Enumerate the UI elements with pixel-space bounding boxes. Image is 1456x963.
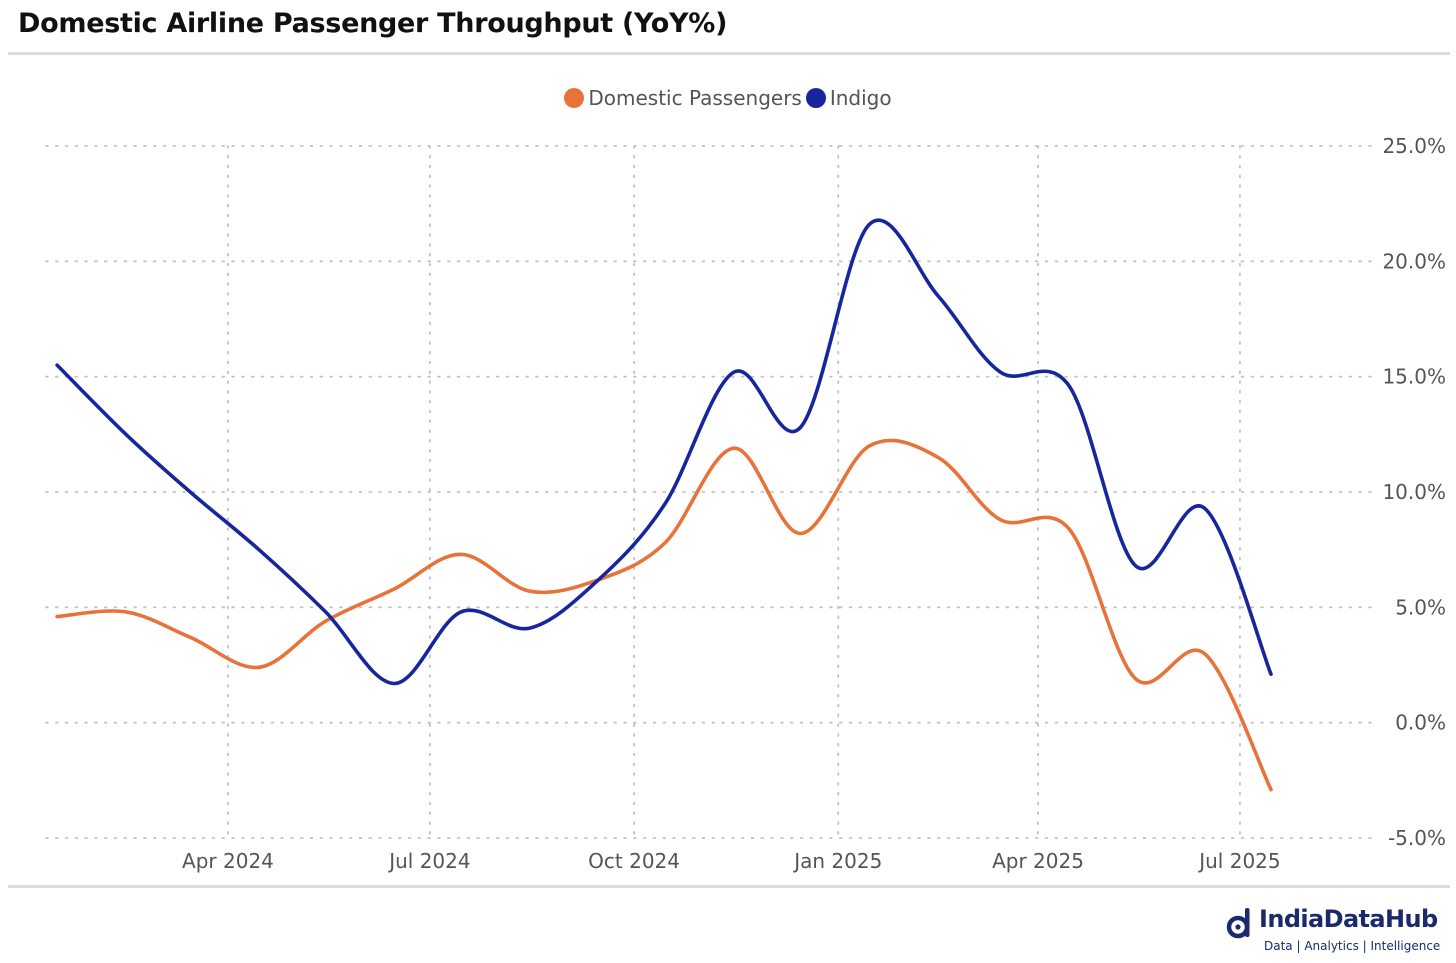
legend-marker-domestic-passengers (564, 88, 585, 108)
y-tick-label: 15.0% (1382, 365, 1446, 389)
y-tick-label: 20.0% (1382, 249, 1446, 273)
y-tick-label: -5.0% (1388, 826, 1446, 850)
chart-title: Domestic Airline Passenger Throughput (Y… (18, 8, 728, 39)
brand-tagline: Data | Analytics | Intelligence (1264, 939, 1441, 953)
legend-label-domestic-passengers: Domestic Passengers (588, 86, 802, 110)
x-tick-label: Jan 2025 (792, 849, 882, 873)
line-chart: 25.0% 20.0% 15.0% 10.0% 5.0% 0.0% -5.0% Apr 202… (45, 134, 1446, 873)
footer-divider (8, 885, 1450, 888)
brand-logo-icon (1226, 908, 1250, 939)
chart-legend: Domestic Passengers Indigo (0, 86, 1456, 110)
legend-item-indigo[interactable]: Indigo (805, 86, 892, 110)
legend-label-indigo: Indigo (829, 86, 892, 110)
y-tick-label: 5.0% (1395, 595, 1446, 619)
series-line-domestic-passengers (55, 438, 1273, 792)
y-tick-label: 0.0% (1395, 711, 1446, 735)
x-tick-label: Jul 2024 (387, 849, 470, 873)
y-tick-label: 25.0% (1382, 134, 1446, 158)
x-tick-label: Apr 2025 (992, 849, 1084, 873)
series-line-indigo (55, 218, 1273, 686)
x-tick-label: Oct 2024 (588, 849, 680, 873)
legend-marker-indigo (805, 88, 826, 108)
x-tick-label: Apr 2024 (182, 849, 274, 873)
y-tick-label: 10.0% (1382, 480, 1446, 504)
brand-name: IndiaDataHub (1259, 905, 1438, 933)
title-divider (8, 52, 1450, 55)
brand-logo: IndiaDataHub Data | Analytics | Intellig… (1226, 905, 1446, 957)
legend-item-domestic-passengers[interactable]: Domestic Passengers (564, 86, 802, 110)
x-tick-label: Jul 2025 (1197, 849, 1280, 873)
